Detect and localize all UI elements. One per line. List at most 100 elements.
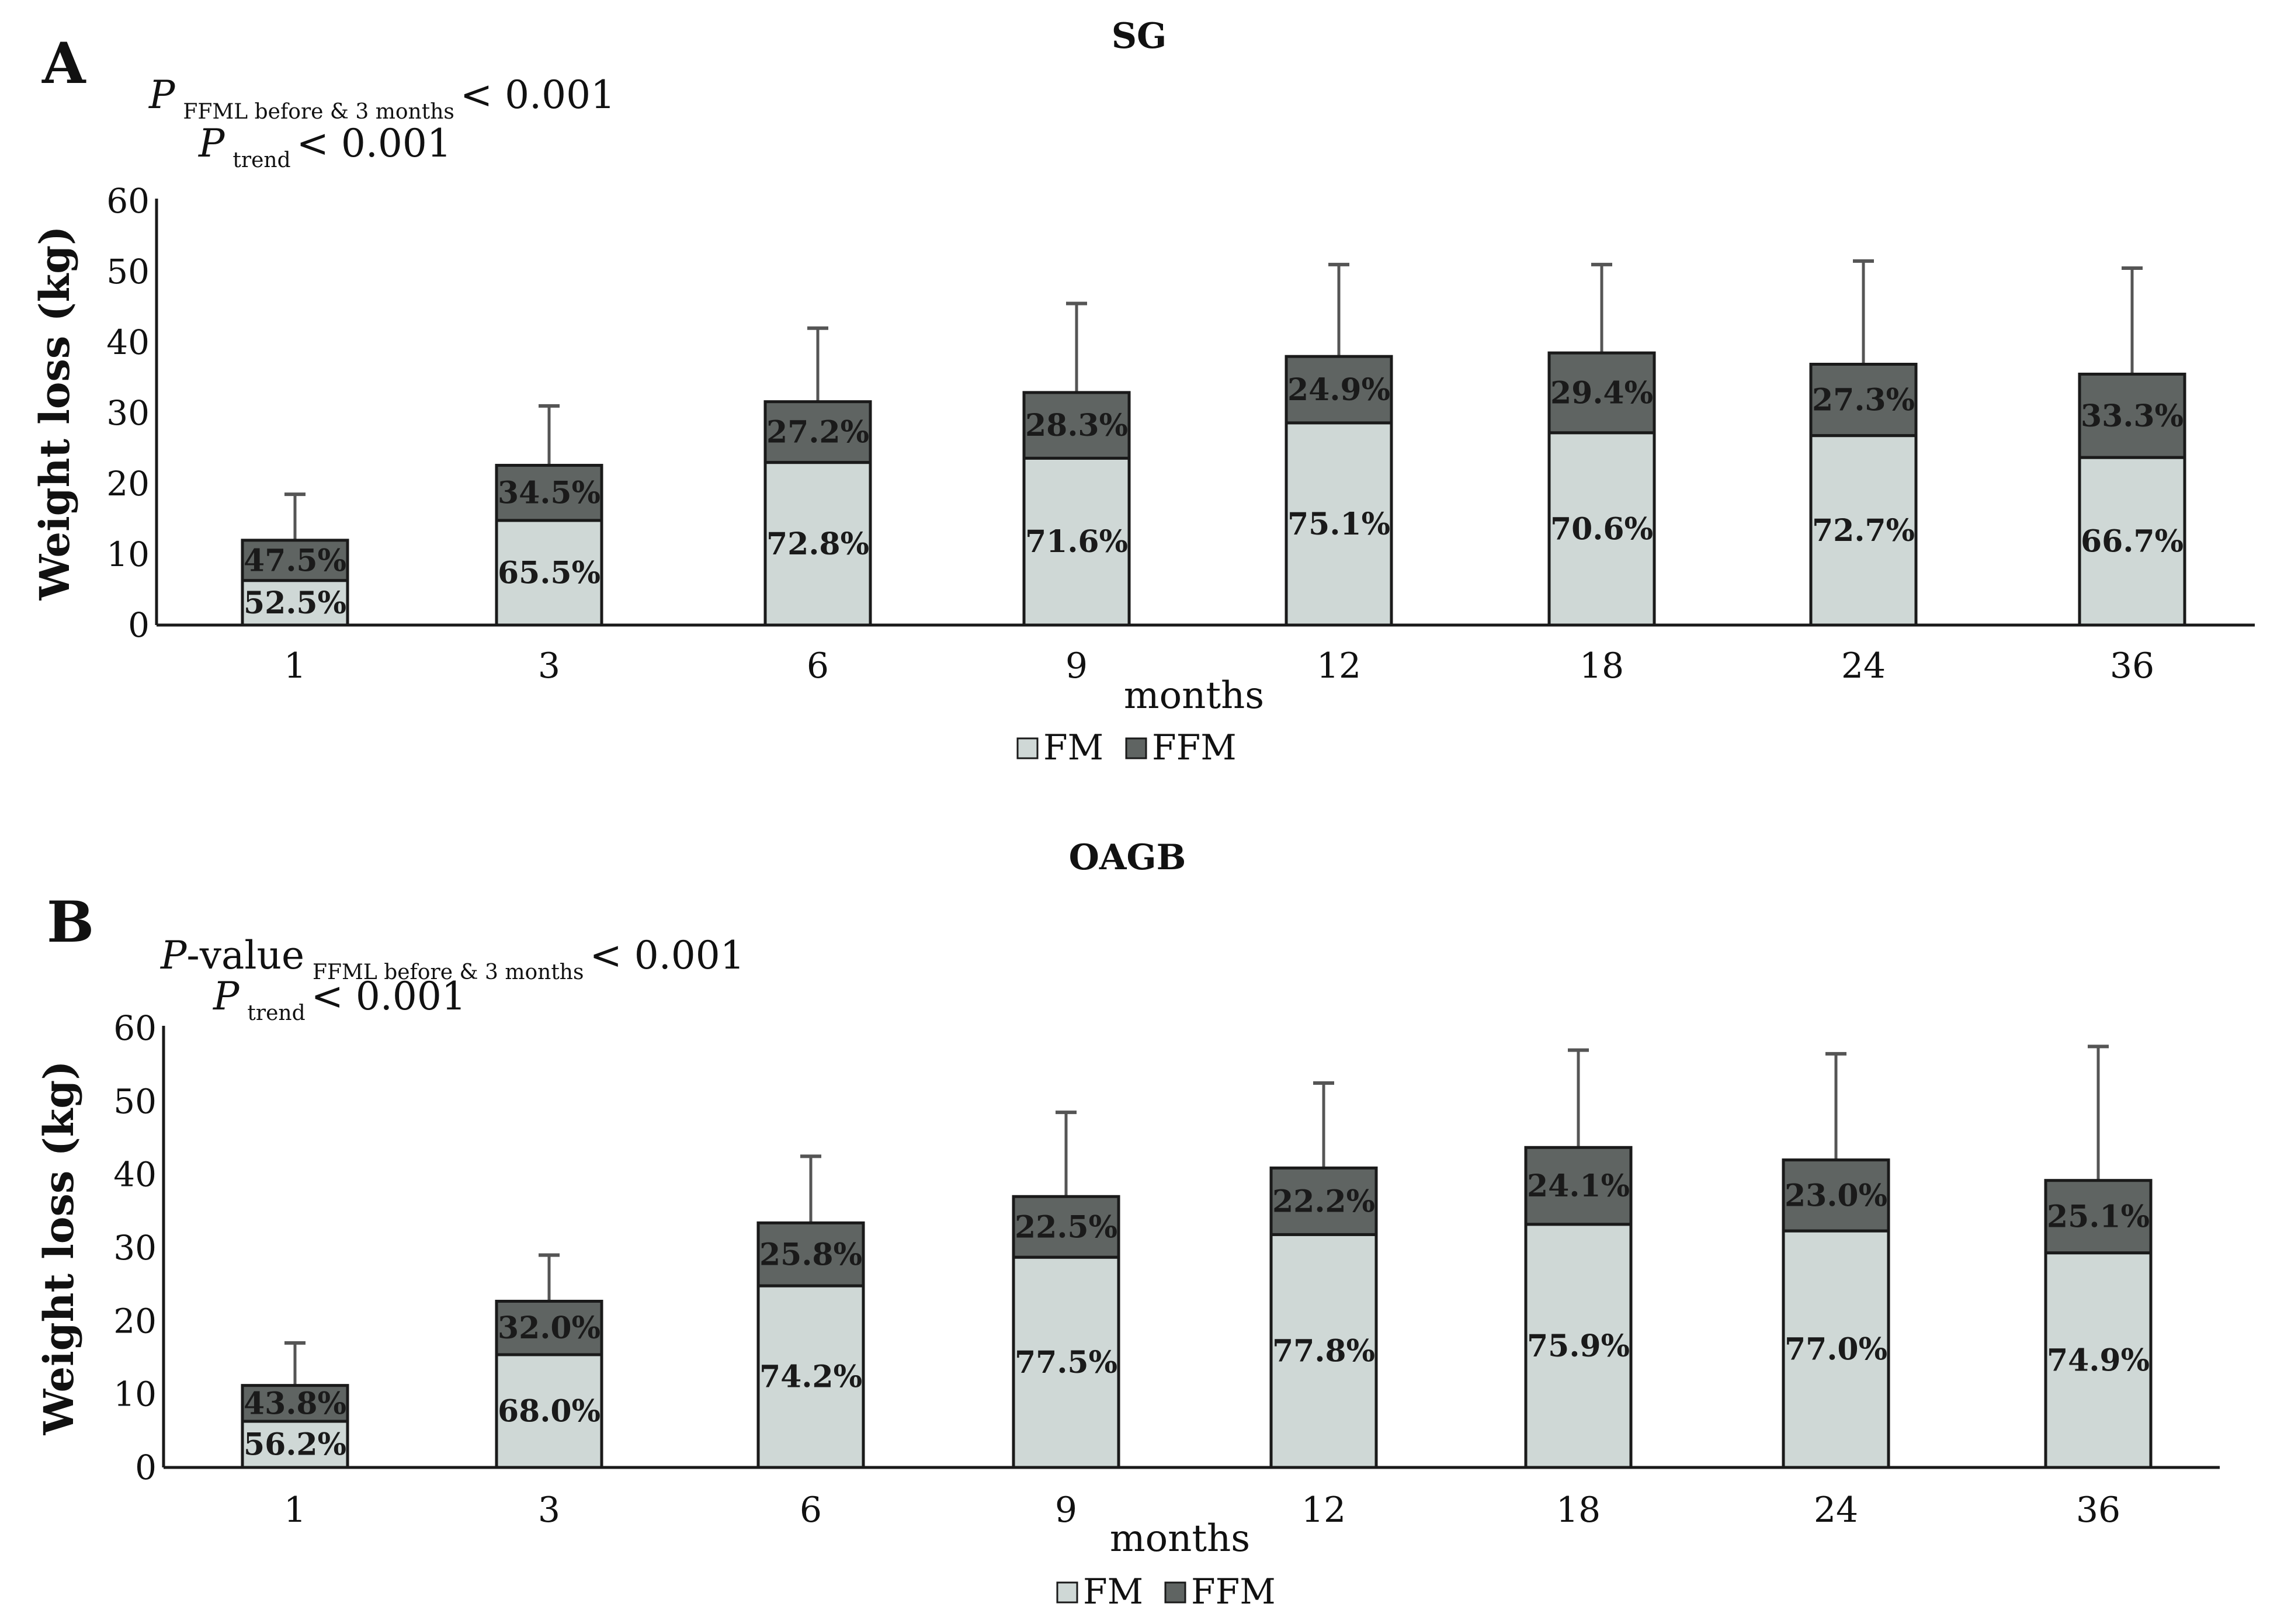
data-label-ffm: 24.9% xyxy=(1287,372,1390,408)
y-tick-label: 40 xyxy=(106,322,150,362)
p-value-annotation: P-value FFML before & 3 months < 0.001 xyxy=(160,933,745,984)
x-tick-label: 12 xyxy=(1317,646,1361,686)
data-label-fm: 74.9% xyxy=(2047,1342,2150,1378)
data-label-ffm: 25.1% xyxy=(2047,1199,2150,1235)
x-tick-label: 24 xyxy=(1814,1490,1858,1531)
y-tick-label: 60 xyxy=(113,1008,157,1048)
data-label-ffm: 32.0% xyxy=(498,1310,600,1346)
x-tick-label: 6 xyxy=(807,646,829,686)
data-label-ffm: 23.0% xyxy=(1785,1178,1887,1213)
panel-letter: A xyxy=(41,30,86,96)
data-label-ffm: 25.8% xyxy=(759,1237,862,1272)
legend-label-fm: FM xyxy=(1083,1571,1143,1612)
data-label-ffm: 27.3% xyxy=(1812,383,1915,418)
y-tick-label: 20 xyxy=(106,464,150,504)
legend-swatch-ffm xyxy=(1164,1581,1186,1604)
y-tick-label: 0 xyxy=(135,1448,157,1487)
p-subscript: FFML before & 3 months xyxy=(183,100,454,124)
x-tick-label: 36 xyxy=(2110,646,2154,686)
legend-swatch-fm xyxy=(1016,737,1039,759)
chart-title: OAGB xyxy=(1069,837,1186,878)
y-tick-label: 50 xyxy=(106,252,150,292)
bar-segment-ffm xyxy=(495,464,603,522)
p-subscript: FFML before & 3 months xyxy=(313,960,584,984)
bar-segment-fm xyxy=(2078,456,2186,627)
bar-segment-fm xyxy=(2044,1251,2153,1469)
chart-panel-b: OAGB B P-value FFML before & 3 months < 0.00… xyxy=(34,837,2220,1612)
x-tick-label: 1 xyxy=(284,646,306,686)
panel-letter: B xyxy=(47,889,94,955)
bar-segment-fm xyxy=(1022,456,1131,627)
legend-label-ffm: FFM xyxy=(1191,1571,1276,1612)
y-tick-label: 10 xyxy=(106,535,150,574)
legend: FM FFM xyxy=(1056,1571,1276,1612)
x-tick-label: 12 xyxy=(1301,1490,1346,1531)
x-tick-label: 36 xyxy=(2076,1490,2120,1531)
p-suffix: -value xyxy=(186,933,304,978)
data-label-fm: 77.8% xyxy=(1272,1334,1375,1369)
legend-swatch-fm xyxy=(1056,1581,1078,1604)
data-label-fm: 74.2% xyxy=(759,1359,862,1395)
data-label-fm: 72.8% xyxy=(766,526,869,562)
x-tick-label: 3 xyxy=(538,646,560,686)
p-symbol: P xyxy=(198,121,225,166)
p-symbol: P xyxy=(148,72,176,117)
y-axis-label: Weight loss (kg) xyxy=(30,226,79,601)
data-label-fm: 75.1% xyxy=(1287,506,1390,542)
data-label-fm: 52.5% xyxy=(244,585,346,621)
bar-segment-fm xyxy=(763,461,872,627)
y-tick-label: 60 xyxy=(106,181,150,221)
data-label-ffm: 22.2% xyxy=(1272,1184,1375,1219)
data-label-ffm: 43.8% xyxy=(244,1386,346,1421)
p-threshold: < 0.001 xyxy=(311,974,466,1019)
y-axis-label: Weight loss (kg) xyxy=(34,1061,83,1436)
chart-title: SG xyxy=(1112,16,1167,57)
bar-segment-fm xyxy=(495,519,603,627)
y-tick-label: 40 xyxy=(113,1155,157,1195)
data-label-fm: 75.9% xyxy=(1527,1328,1630,1364)
x-axis-label: months xyxy=(1124,674,1264,717)
data-label-ffm: 27.2% xyxy=(766,415,869,450)
data-label-fm: 66.7% xyxy=(2081,524,2184,560)
data-label-fm: 71.6% xyxy=(1025,524,1128,560)
y-tick-label: 50 xyxy=(113,1081,157,1121)
data-label-fm: 72.7% xyxy=(1812,513,1915,549)
bar-segment-fm xyxy=(756,1284,865,1469)
bar-segment-ffm xyxy=(1022,391,1131,460)
bar-segment-ffm xyxy=(2078,372,2186,459)
y-tick-label: 30 xyxy=(113,1228,157,1268)
y-tick-label: 10 xyxy=(113,1375,157,1414)
bar-segment-fm xyxy=(1547,431,1656,627)
data-label-fm: 68.0% xyxy=(498,1393,600,1429)
y-tick-label: 30 xyxy=(106,393,150,433)
legend-swatch-ffm xyxy=(1125,737,1147,759)
x-axis-label: months xyxy=(1110,1517,1250,1560)
y-tick-label: 20 xyxy=(113,1301,157,1341)
p-threshold: < 0.001 xyxy=(589,933,744,978)
y-tick-label: 0 xyxy=(128,605,150,645)
bar-segment-ffm xyxy=(1524,1146,1633,1226)
bar-segment-fm xyxy=(1782,1229,1890,1469)
bar-segment-ffm xyxy=(1782,1158,1890,1233)
x-tick-label: 24 xyxy=(1841,646,1886,686)
data-label-ffm: 24.1% xyxy=(1527,1168,1630,1204)
data-label-fm: 56.2% xyxy=(244,1427,346,1463)
bar-segment-ffm xyxy=(495,1299,603,1356)
data-label-ffm: 34.5% xyxy=(498,476,600,511)
bar-segment-fm xyxy=(495,1353,603,1469)
x-tick-label: 18 xyxy=(1580,646,1624,686)
bar-segment-fm xyxy=(241,1420,349,1469)
bar-segment-ffm xyxy=(241,539,349,582)
data-label-fm: 65.5% xyxy=(498,555,600,591)
bar-segment-ffm xyxy=(241,1384,349,1423)
legend-label-fm: FM xyxy=(1043,727,1103,768)
p-subscript: trend xyxy=(232,148,290,172)
x-tick-label: 3 xyxy=(538,1490,560,1531)
x-tick-label: 6 xyxy=(800,1490,822,1531)
bar-segment-fm xyxy=(241,579,349,627)
x-tick-label: 9 xyxy=(1055,1490,1077,1531)
data-label-ffm: 28.3% xyxy=(1025,408,1128,443)
data-label-fm: 77.5% xyxy=(1015,1345,1117,1380)
